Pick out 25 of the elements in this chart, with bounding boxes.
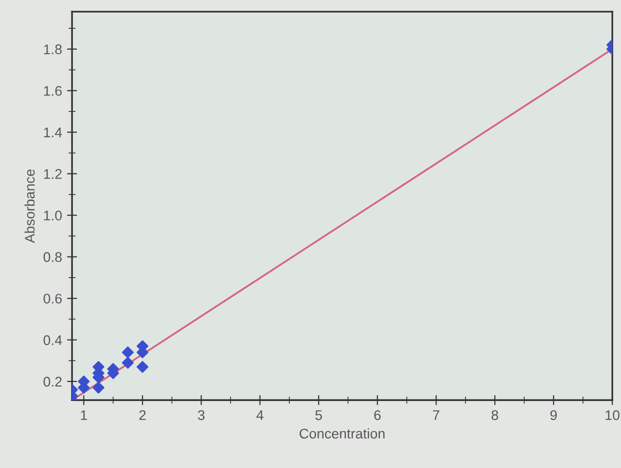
y-tick-label: 1.4 — [44, 128, 62, 138]
x-tick-label: 10 — [606, 410, 620, 420]
x-tick-label: 6 — [374, 410, 381, 420]
x-tick-label: 9 — [550, 410, 557, 420]
point — [122, 346, 134, 358]
y-tick-label: 0.4 — [44, 335, 62, 346]
x-tick-label: 8 — [492, 410, 498, 420]
y-tick-label: 0.2 — [44, 376, 62, 387]
point — [122, 356, 134, 369]
x-tick-label: 4 — [256, 410, 264, 420]
x-tick-label: 5 — [315, 410, 322, 420]
point — [136, 361, 148, 373]
x-tick-label: 1 — [80, 410, 87, 420]
y-tick-label: 1.0 — [44, 210, 62, 220]
y-axis-title: Absorbance — [24, 169, 35, 243]
point — [92, 382, 104, 394]
x-tick-label: 2 — [139, 410, 146, 420]
y-tick-label: 1.8 — [44, 44, 62, 54]
x-tick-label: 7 — [432, 410, 440, 420]
y-tick-label: 0.8 — [44, 252, 62, 262]
x-tick-label: 3 — [198, 410, 204, 420]
y-tick-label: 0.6 — [44, 294, 62, 304]
y-tick-label: 1.6 — [44, 86, 62, 96]
y-tick-label: 1.2 — [44, 169, 62, 179]
x-axis-title: Concentration — [300, 428, 385, 439]
